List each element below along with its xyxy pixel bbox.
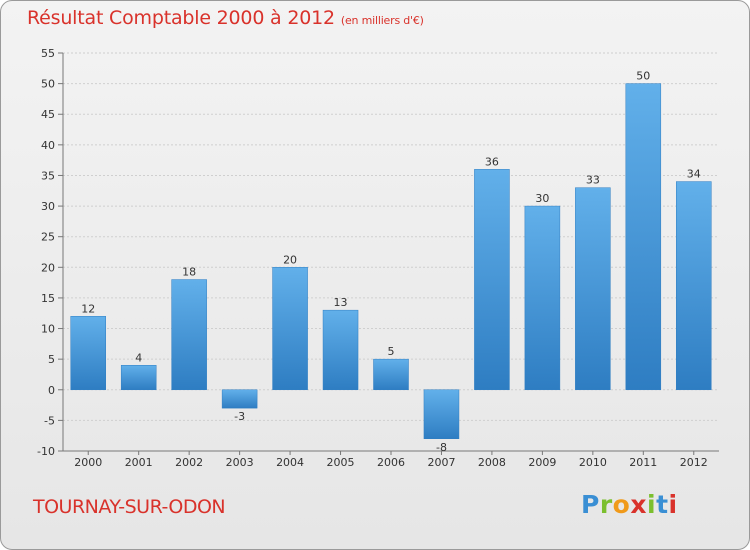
logo-letter: x	[630, 490, 647, 519]
bar	[221, 389, 258, 409]
data-label: 12	[81, 302, 95, 315]
bar	[474, 169, 510, 391]
y-tick-label: 40	[41, 139, 55, 152]
x-tick-label: 2011	[629, 456, 657, 469]
y-tick-label: 35	[41, 169, 55, 182]
bar	[373, 358, 409, 391]
data-label: 33	[586, 174, 600, 187]
x-tick-label: 2010	[579, 456, 607, 469]
data-label: 13	[334, 296, 348, 309]
logo-letter: P	[581, 490, 600, 519]
logo-letter: t	[656, 490, 669, 519]
y-tick-label: 25	[41, 231, 55, 244]
logo-letter: i	[668, 490, 678, 519]
proxiti-logo: Proxiti	[581, 490, 678, 519]
x-tick-label: 2012	[680, 456, 708, 469]
bar	[423, 389, 460, 440]
data-label: 50	[636, 70, 650, 83]
bar	[120, 365, 157, 391]
x-tick-label: 2002	[175, 456, 203, 469]
y-tick-label: 15	[41, 292, 55, 305]
y-tick-label: 55	[41, 47, 55, 60]
data-label: 20	[283, 253, 297, 266]
logo-letter: r	[599, 490, 613, 519]
bar	[524, 205, 561, 391]
data-label: 5	[388, 345, 395, 358]
bar	[272, 267, 308, 391]
y-tick-label: -5	[44, 414, 55, 427]
x-tick-label: 2008	[478, 456, 506, 469]
x-tick-label: 2004	[276, 456, 304, 469]
x-tick-label: 2006	[377, 456, 405, 469]
y-tick-label: 10	[41, 323, 55, 336]
x-tick-label: 2001	[125, 456, 153, 469]
data-label: 36	[485, 155, 499, 168]
data-label: 34	[687, 168, 701, 181]
y-tick-label: 30	[41, 200, 55, 213]
x-tick-label: 2003	[226, 456, 254, 469]
commune-name: TOURNAY-SUR-ODON	[33, 496, 226, 518]
y-tick-label: 20	[41, 261, 55, 274]
logo-letter: i	[647, 490, 657, 519]
chart-title-text: Résultat Comptable 2000 à 2012	[27, 7, 335, 29]
data-label: 30	[535, 192, 549, 205]
x-tick-label: 2009	[528, 456, 556, 469]
data-label: 18	[182, 266, 196, 279]
chart-title: Résultat Comptable 2000 à 2012 (en millie…	[27, 7, 424, 29]
logo-letter: o	[612, 490, 631, 519]
x-tick-label: 2000	[74, 456, 102, 469]
y-tick-label: 5	[48, 353, 55, 366]
data-label: -3	[234, 410, 245, 423]
y-tick-label: 50	[41, 78, 55, 91]
y-tick-label: 45	[41, 108, 55, 121]
bar	[676, 181, 712, 391]
y-tick-label: 0	[48, 384, 55, 397]
x-tick-label: 2005	[327, 456, 355, 469]
x-tick-label: 2007	[427, 456, 455, 469]
bar	[171, 279, 207, 391]
bar	[575, 187, 611, 391]
y-tick-label: -10	[37, 445, 55, 458]
chart-subtitle: (en milliers d'€)	[340, 14, 424, 27]
bar	[322, 309, 359, 391]
data-label: 4	[135, 351, 142, 364]
data-label: -8	[436, 441, 447, 454]
bar	[70, 316, 106, 391]
bar	[625, 83, 662, 391]
